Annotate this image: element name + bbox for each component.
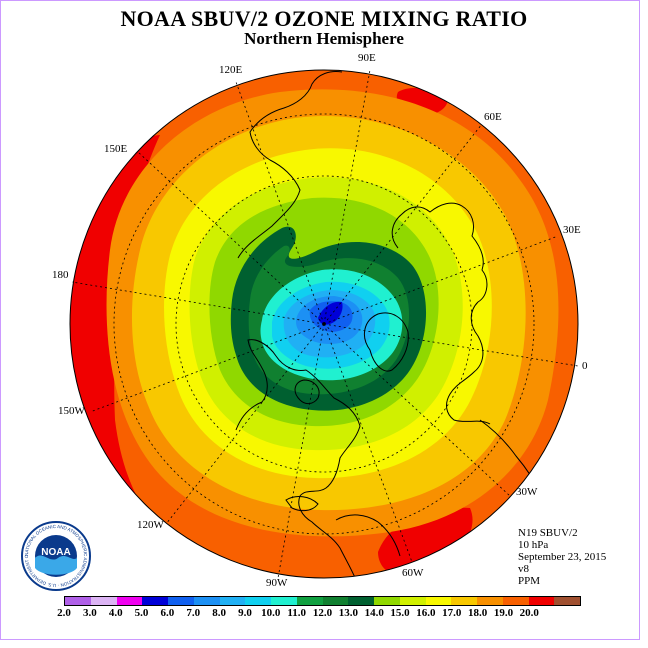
colorbar-tick-label: 3.0 bbox=[82, 607, 97, 619]
meridian-90e bbox=[323, 69, 371, 325]
meridian-60w bbox=[323, 323, 413, 563]
colorbar-cell bbox=[425, 597, 452, 605]
colorbar-cell bbox=[399, 597, 426, 605]
polar-map: 120E 90E 60E 30E 0 30W 60W 90W 120W 150W… bbox=[52, 52, 588, 589]
meridian-30e bbox=[323, 235, 559, 325]
colorbar-cell bbox=[168, 597, 194, 605]
colorbar bbox=[64, 596, 581, 606]
label-0: 0 bbox=[582, 360, 588, 372]
colorbar-tick-label: 6.0 bbox=[160, 607, 175, 619]
lat-30-circle bbox=[113, 113, 535, 535]
logo-text: NOAA bbox=[41, 547, 70, 558]
colorbar-cell bbox=[374, 597, 400, 605]
colorbar-tick-label: 2.0 bbox=[57, 607, 71, 619]
north-america-coast bbox=[235, 339, 361, 578]
colorbar-tick-label: 8.0 bbox=[212, 607, 226, 619]
label-30e: 30E bbox=[563, 224, 581, 236]
colorbar-cell bbox=[502, 597, 529, 605]
greenland bbox=[363, 312, 409, 372]
longitude-labels: 120E 90E 60E 30E 0 30W 60W 90W 120W 150W… bbox=[52, 52, 588, 589]
colorbar-tick-label: 20.0 bbox=[519, 607, 539, 619]
label-60e: 60E bbox=[484, 111, 502, 123]
pressure-level: 10 hPa bbox=[518, 539, 549, 551]
colorbar-tick-label: 18.0 bbox=[467, 607, 488, 619]
label-60w: 60W bbox=[402, 567, 424, 579]
colorbar-cell bbox=[322, 597, 349, 605]
noaa-logo-icon: NATIONAL OCEANIC AND ATMOSPHERIC ADMINIS… bbox=[18, 516, 91, 591]
colorbar-cell bbox=[193, 597, 220, 605]
label-90e: 90E bbox=[358, 52, 376, 64]
meridian-150w bbox=[89, 323, 325, 413]
colorbar-tick-label: 17.0 bbox=[442, 607, 462, 619]
label-120w: 120W bbox=[137, 519, 165, 531]
south-america-coast bbox=[335, 514, 401, 557]
figure-frame bbox=[0, 0, 640, 640]
colorbar-tick-label: 5.0 bbox=[134, 607, 149, 619]
colorbar-cell bbox=[451, 597, 477, 605]
label-30w: 30W bbox=[516, 486, 538, 498]
colorbar-tick-label: 13.0 bbox=[338, 607, 358, 619]
graticule bbox=[71, 69, 579, 579]
gulf-mexico bbox=[285, 496, 319, 512]
colorbar-cell bbox=[90, 597, 117, 605]
label-150w: 150W bbox=[58, 405, 86, 417]
meridian-90w bbox=[277, 323, 325, 579]
ozone-field bbox=[70, 70, 578, 578]
eurasia-coast bbox=[391, 202, 491, 425]
lat-60-circle bbox=[175, 175, 473, 473]
colorbar-tick-label: 15.0 bbox=[390, 607, 410, 619]
colorbar-tick-label: 14.0 bbox=[364, 607, 384, 619]
colorbar-cell bbox=[142, 597, 168, 605]
date-label: September 23, 2015 bbox=[518, 551, 607, 563]
colorbar-cell bbox=[219, 597, 246, 605]
hemisphere-edge bbox=[69, 69, 579, 579]
colorbar-cell bbox=[296, 597, 323, 605]
label-180: 180 bbox=[52, 269, 69, 281]
colorbar-cell bbox=[271, 597, 297, 605]
label-150e: 150E bbox=[104, 143, 128, 155]
colorbar-tick-label: 9.0 bbox=[238, 607, 252, 619]
version-label: v8 bbox=[518, 563, 529, 575]
colorbar-tick-label: 10.0 bbox=[261, 607, 281, 619]
units-label: PPM bbox=[518, 575, 541, 587]
contour-5 bbox=[318, 301, 343, 325]
label-120e: 120E bbox=[219, 64, 243, 76]
info-block: N19 SBUV/2 10 hPa September 23, 2015 v8 … bbox=[518, 527, 606, 587]
colorbar-cell bbox=[528, 597, 555, 605]
instrument-label: N19 SBUV/2 bbox=[518, 527, 578, 539]
colorbar-tick-label: 4.0 bbox=[108, 607, 123, 619]
colorbar-cell bbox=[477, 597, 503, 605]
colorbar-cell bbox=[348, 597, 374, 605]
colorbar-cell bbox=[554, 597, 580, 605]
colorbar-tick-label: 11.0 bbox=[287, 607, 306, 619]
colorbar-cell bbox=[116, 597, 143, 605]
map-title: NOAA SBUV/2 OZONE MIXING RATIO bbox=[120, 6, 528, 31]
colorbar-cell bbox=[65, 597, 91, 605]
colorbar-ticks: 2.0 3.0 4.0 5.0 6.0 7.0 8.0 9.0 10.0 11.0 12.0 13.0… bbox=[57, 607, 581, 621]
noaa-logo: NATIONAL OCEANIC AND ATMOSPHERIC ADMINIS… bbox=[18, 516, 92, 597]
colorbar-cell bbox=[245, 597, 271, 605]
label-90w: 90W bbox=[266, 577, 288, 589]
colorbar-tick-label: 7.0 bbox=[186, 607, 201, 619]
meridian-150e bbox=[137, 151, 325, 325]
colorbar-tick-label: 19.0 bbox=[493, 607, 514, 619]
colorbar-tick-label: 12.0 bbox=[312, 607, 333, 619]
asia-coast bbox=[237, 71, 343, 259]
colorbar-tick-label: 16.0 bbox=[416, 607, 436, 619]
map-subtitle: Northern Hemisphere bbox=[244, 29, 404, 48]
meridian-30w bbox=[323, 323, 511, 497]
